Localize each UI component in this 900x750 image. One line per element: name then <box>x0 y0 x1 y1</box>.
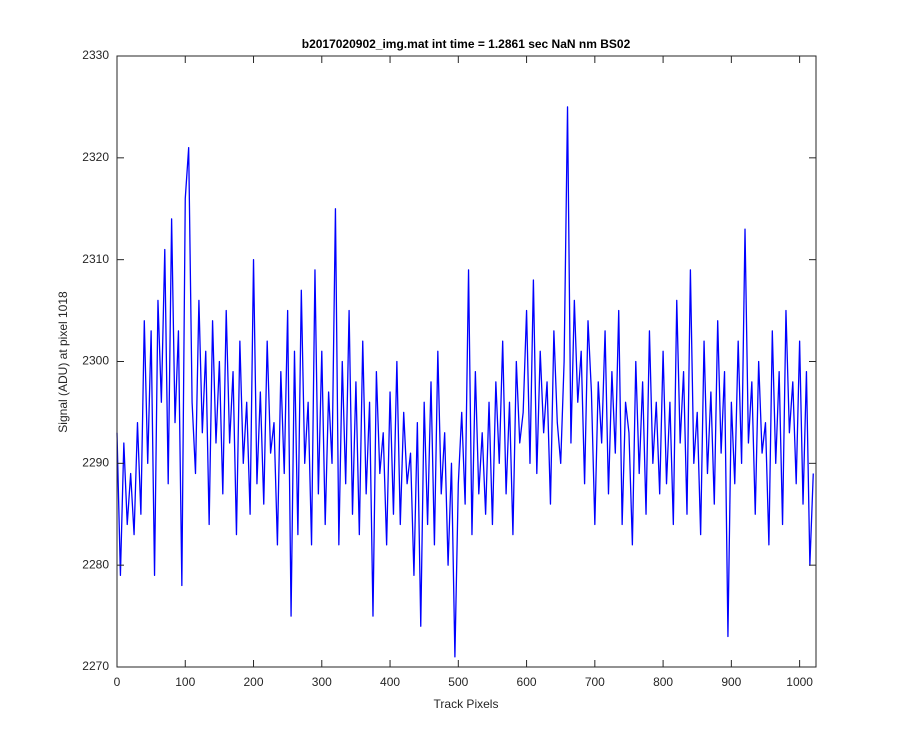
x-tick-label: 300 <box>312 675 332 689</box>
x-tick-label: 900 <box>721 675 741 689</box>
y-tick-label: 2290 <box>82 456 109 470</box>
x-tick-label: 700 <box>585 675 605 689</box>
x-axis-label: Track Pixels <box>434 697 499 711</box>
y-tick-label: 2310 <box>82 252 109 266</box>
x-tick-label: 500 <box>448 675 468 689</box>
y-tick-label: 2300 <box>82 354 109 368</box>
plot-content <box>116 106 814 658</box>
x-tick-label: 200 <box>244 675 264 689</box>
plot-area <box>117 56 816 667</box>
y-tick-label: 2280 <box>82 557 109 571</box>
x-tick-label: 1000 <box>786 675 813 689</box>
y-tick-label: 2330 <box>82 48 109 62</box>
x-tick-label: 0 <box>114 675 121 689</box>
y-tick-label: 2270 <box>82 659 109 673</box>
x-tick-label: 800 <box>653 675 673 689</box>
x-tick-label: 400 <box>380 675 400 689</box>
y-tick-label: 2320 <box>82 150 109 164</box>
y-axis-label: Signal (ADU) at pixel 1018 <box>56 291 70 433</box>
chart-title: b2017020902_img.mat int time = 1.2861 se… <box>302 37 631 51</box>
x-tick-label: 600 <box>517 675 537 689</box>
data-line <box>116 106 814 658</box>
x-tick-label: 100 <box>175 675 195 689</box>
